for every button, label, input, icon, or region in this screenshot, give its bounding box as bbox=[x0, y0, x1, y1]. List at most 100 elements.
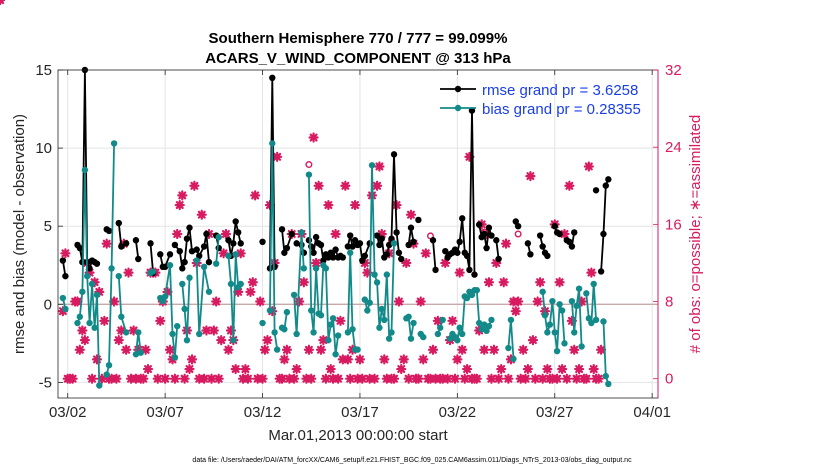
obs-assimilated-marker bbox=[57, 306, 68, 317]
rmse-point bbox=[388, 235, 395, 242]
obs-assimilated-marker bbox=[371, 180, 383, 191]
rmse-point bbox=[393, 229, 400, 236]
obs-assimilated-marker bbox=[498, 277, 509, 288]
obs-assimilated-marker bbox=[340, 180, 351, 191]
bias-line bbox=[293, 231, 305, 335]
bias-point bbox=[347, 249, 354, 256]
chart-subtitle: ACARS_V_WIND_COMPONENT @ 313 hPa bbox=[205, 50, 511, 67]
rmse-point bbox=[293, 240, 300, 247]
obs-assimilated-marker bbox=[0, 0, 6, 6]
rmse-point bbox=[544, 252, 551, 260]
obs-assimilated-marker bbox=[362, 267, 373, 278]
obs-assimilated-marker bbox=[349, 199, 361, 211]
y-right-tick-label: 16 bbox=[665, 216, 682, 233]
bias-point bbox=[329, 315, 337, 322]
bias-point bbox=[544, 329, 551, 336]
bias-point bbox=[571, 329, 578, 336]
rmse-point bbox=[539, 243, 546, 250]
rmse-point bbox=[183, 235, 191, 242]
obs-assimilated-marker bbox=[586, 267, 597, 278]
obs-assimilated-marker bbox=[169, 373, 180, 384]
bias-point bbox=[553, 347, 561, 355]
obs-assimilated-marker bbox=[518, 344, 529, 355]
bias-point bbox=[232, 251, 239, 258]
obs-assimilated-marker bbox=[186, 354, 198, 365]
rmse-point bbox=[179, 265, 186, 272]
obs-assimilated-marker bbox=[335, 315, 346, 326]
rmse-point bbox=[196, 252, 203, 260]
obs-assimilated-marker bbox=[223, 344, 234, 355]
rmse-point bbox=[308, 243, 315, 250]
obs-assimilated-marker bbox=[189, 180, 200, 191]
rmse-point bbox=[566, 238, 573, 246]
bias-point bbox=[169, 330, 176, 338]
bias-point bbox=[59, 294, 67, 302]
obs-assimilated-marker bbox=[72, 296, 83, 307]
obs-assimilated-marker bbox=[140, 344, 151, 355]
obs-assimilated-marker bbox=[449, 373, 461, 384]
rmse-point bbox=[410, 238, 417, 246]
obs-assimilated-marker bbox=[179, 373, 190, 384]
bias-point bbox=[583, 290, 590, 297]
rmse-point bbox=[320, 257, 327, 264]
y-left-tick-label: 5 bbox=[44, 218, 52, 235]
obs-assimilated-marker bbox=[464, 151, 475, 162]
rmse-point bbox=[568, 243, 576, 250]
rmse-line bbox=[432, 240, 437, 270]
rmse-point bbox=[415, 216, 422, 224]
obs-assimilated-marker bbox=[255, 296, 266, 307]
x-axis-label: Mar.01,2013 00:00:00 start bbox=[268, 427, 448, 444]
bias-point bbox=[556, 301, 563, 308]
bias-point bbox=[300, 265, 308, 272]
obs-assimilated-marker bbox=[279, 354, 290, 365]
series-layer bbox=[59, 66, 612, 389]
rmse-point bbox=[471, 271, 478, 278]
obs-assimilated-marker bbox=[564, 180, 575, 191]
bias-point bbox=[74, 319, 81, 327]
obs-assimilated-marker bbox=[393, 296, 405, 307]
obs-assimilated-marker bbox=[571, 373, 582, 384]
rmse-point bbox=[225, 237, 232, 244]
bias-point bbox=[549, 297, 556, 305]
obs-assimilated-marker bbox=[242, 373, 254, 384]
bias-point bbox=[541, 312, 549, 319]
bias-point bbox=[215, 233, 222, 241]
obs-assimilated-marker bbox=[94, 286, 105, 297]
obs-assimilated-marker bbox=[133, 344, 144, 355]
obs-assimilated-marker bbox=[493, 373, 504, 384]
obs-assimilated-marker bbox=[427, 344, 439, 355]
bias-line bbox=[541, 291, 566, 352]
bias-point bbox=[103, 371, 110, 378]
bias-point bbox=[273, 346, 281, 353]
obs-assimilated-marker bbox=[503, 373, 514, 384]
obs-assimilated-marker bbox=[298, 277, 309, 288]
rmse-point bbox=[493, 237, 500, 244]
obs-assimilated-marker bbox=[581, 373, 592, 384]
bias-point bbox=[454, 337, 461, 344]
rmse-point bbox=[317, 241, 325, 249]
obs-assimilated-marker bbox=[308, 132, 319, 143]
y-left-tick-label: 15 bbox=[35, 62, 52, 79]
bias-point bbox=[271, 329, 278, 336]
bias-point bbox=[118, 313, 125, 320]
bias-point bbox=[551, 329, 558, 336]
obs-assimilated-marker bbox=[486, 373, 497, 384]
legend-label-bias: bias grand pr = 0.28355 bbox=[482, 101, 641, 118]
obs-assimilated-marker bbox=[401, 257, 412, 269]
legend-marker-rmse bbox=[454, 85, 462, 93]
y-right-tick-label: 0 bbox=[665, 371, 673, 388]
obs-assimilated-marker bbox=[554, 277, 565, 288]
bias-point bbox=[585, 315, 593, 322]
bias-point bbox=[225, 252, 232, 260]
obs-assimilated-marker bbox=[454, 267, 465, 278]
obs-assimilated-marker bbox=[525, 171, 536, 182]
obs-assimilated-marker bbox=[162, 286, 173, 297]
obs-assimilated-marker bbox=[174, 199, 185, 211]
obs-assimilated-marker bbox=[77, 325, 88, 336]
rmse-point bbox=[135, 255, 142, 263]
obs-assimilated-marker bbox=[574, 363, 585, 375]
rmse-point bbox=[288, 230, 295, 238]
obs-assimilated-marker bbox=[164, 344, 176, 355]
bias-point bbox=[91, 324, 98, 331]
